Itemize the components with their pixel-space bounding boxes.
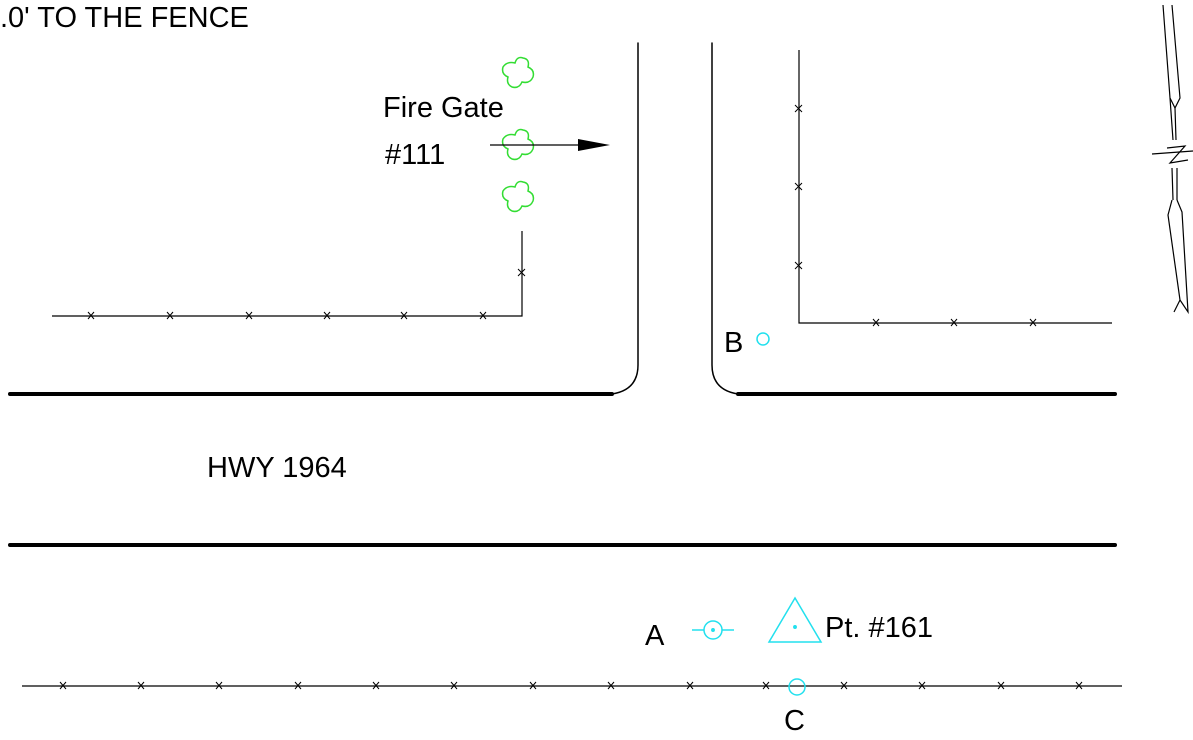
fence-south	[22, 681, 1122, 690]
point-a-label: A	[645, 620, 665, 652]
road-north-edge-right	[711, 42, 739, 395]
fence-left	[52, 231, 526, 320]
survey-point-c-icon	[788, 678, 806, 696]
survey-point-a-icon	[692, 620, 734, 640]
fire-gate-title: Fire Gate	[383, 92, 504, 124]
road-edges	[8, 42, 1117, 547]
tree-symbol-icon	[501, 56, 535, 89]
survey-point-b-icon	[756, 332, 770, 346]
tree-row	[501, 56, 535, 213]
road-north-edge-left	[9, 42, 639, 395]
fence-distance-note: .0' TO THE FENCE	[0, 2, 249, 34]
fence-right	[794, 50, 1112, 327]
control-point-label: Pt. #161	[825, 612, 934, 644]
tree-symbol-icon	[501, 180, 535, 213]
highway-label: HWY 1964	[207, 452, 347, 484]
fire-gate-number: #111	[385, 139, 446, 171]
fire-gate-arrow	[490, 139, 610, 151]
point-c-label: C	[784, 705, 805, 737]
north-arrow-icon	[1151, 4, 1193, 315]
point-b-label: B	[724, 327, 744, 359]
triangle-control-point-icon	[767, 596, 823, 643]
